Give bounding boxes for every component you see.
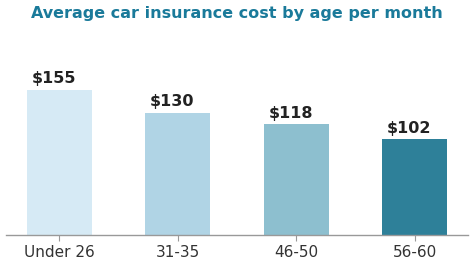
Text: $102: $102 — [387, 120, 431, 136]
Text: $130: $130 — [150, 94, 194, 109]
Text: $118: $118 — [268, 106, 313, 120]
Bar — [27, 90, 92, 235]
Bar — [145, 113, 210, 235]
Bar — [382, 139, 447, 235]
Title: Average car insurance cost by age per month: Average car insurance cost by age per mo… — [31, 6, 443, 20]
Bar — [264, 124, 329, 235]
Text: $155: $155 — [31, 71, 76, 86]
